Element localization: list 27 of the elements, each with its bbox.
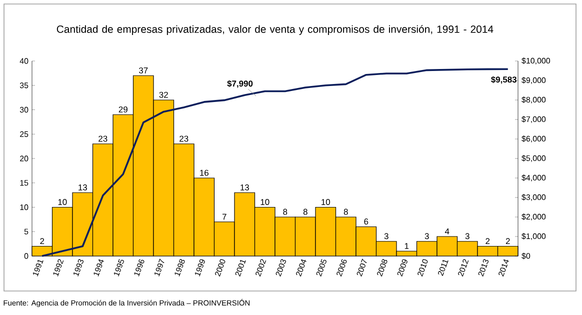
data-label: 2 — [40, 238, 44, 244]
annotation: $9,583 — [491, 76, 516, 84]
data-label: 8 — [283, 208, 288, 215]
data-label: 37 — [139, 67, 148, 74]
data-label: 3 — [465, 233, 470, 240]
annotation: $7,990 — [227, 80, 253, 88]
data-label: 3 — [384, 233, 388, 240]
data-label: 2 — [486, 238, 490, 244]
data-label: 23 — [180, 136, 188, 142]
data-label: 4 — [444, 228, 450, 234]
data-label: 10 — [260, 199, 270, 206]
chart-title: Cantidad de empresas privatizadas, valor de venta y compromisos de inversión, 1991 - 2014 — [56, 25, 494, 35]
data-label: 6 — [364, 218, 368, 225]
data-label: 32 — [159, 92, 168, 98]
data-label: 1 — [404, 243, 409, 249]
data-label: 10 — [322, 199, 330, 206]
data-label: 3 — [424, 233, 429, 240]
data-label: 2 — [506, 238, 510, 244]
data-label: 29 — [118, 106, 128, 112]
data-label: 16 — [200, 170, 208, 176]
data-label: 8 — [303, 208, 308, 215]
data-label: 10 — [58, 199, 67, 206]
data-label: 23 — [98, 136, 108, 142]
data-label: 8 — [344, 208, 348, 215]
data-label: 13 — [240, 184, 249, 190]
data-label: 13 — [78, 184, 87, 190]
data-label: 7 — [222, 214, 226, 220]
